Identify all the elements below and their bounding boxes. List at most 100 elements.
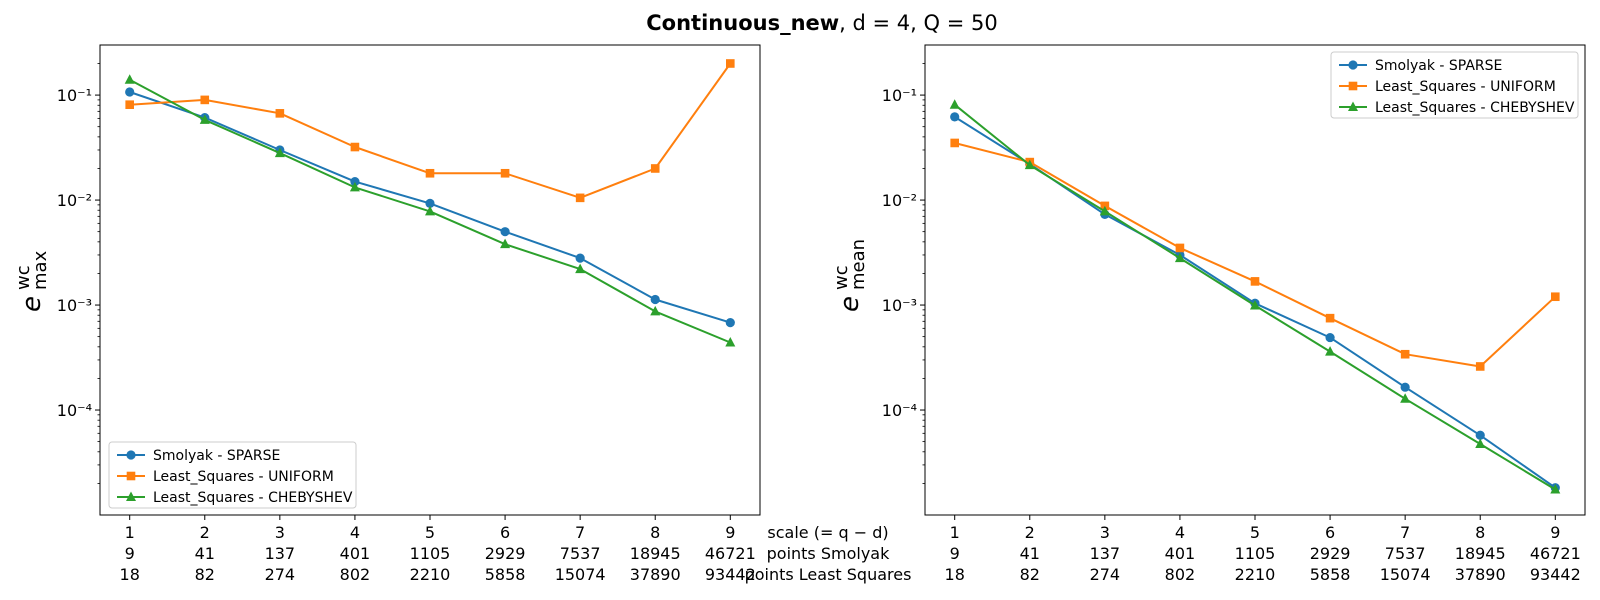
x-tick-label-points-least-squares: 802 bbox=[1165, 565, 1196, 584]
y-axis-label-sub: mean bbox=[848, 239, 869, 290]
figure-title: Continuous_new, d = 4, Q = 50 bbox=[646, 11, 997, 35]
x-tick-label-scale: 4 bbox=[1175, 523, 1185, 542]
data-point-sparse bbox=[575, 253, 585, 263]
row-label-points-least-squares: points Least Squares bbox=[745, 565, 912, 584]
data-point-sparse bbox=[500, 227, 510, 237]
legend-box bbox=[108, 441, 357, 509]
data-point-uniform bbox=[275, 109, 285, 118]
x-tick-label-scale: 2 bbox=[1025, 523, 1035, 542]
data-point-chebyshev bbox=[1024, 159, 1035, 170]
data-point-chebyshev bbox=[575, 263, 586, 274]
y-tick-label: 10⁻³ bbox=[57, 296, 92, 315]
x-tick-label-scale: 4 bbox=[350, 523, 360, 542]
legend-marker-uniform bbox=[126, 471, 136, 481]
data-point-chebyshev bbox=[1250, 300, 1260, 310]
x-tick-label-points-smolyak: 7537 bbox=[560, 544, 601, 563]
x-tick-label-points-smolyak: 18945 bbox=[1455, 544, 1506, 563]
x-tick-label-points-least-squares: 15074 bbox=[1380, 565, 1431, 584]
x-tick-label-scale: 6 bbox=[500, 523, 510, 542]
x-tick-label-points-least-squares: 5858 bbox=[1310, 565, 1351, 584]
data-point-chebyshev bbox=[274, 147, 285, 158]
data-point-uniform bbox=[1325, 313, 1335, 323]
data-point-chebyshev bbox=[1099, 205, 1110, 216]
data-point-chebyshev bbox=[1550, 483, 1561, 494]
x-tick-label-scale: 1 bbox=[125, 523, 135, 542]
row-label-points-smolyak: points Smolyak bbox=[767, 544, 890, 563]
legend-marker-sparse bbox=[1348, 60, 1358, 70]
data-point-uniform bbox=[200, 95, 210, 105]
x-tick-label-scale: 5 bbox=[425, 523, 435, 542]
y-tick-label: 10⁻⁴ bbox=[882, 401, 917, 420]
y-tick-label: 10⁻¹ bbox=[57, 86, 92, 105]
x-tick-label-scale: 6 bbox=[1325, 523, 1335, 542]
series-chebyshev bbox=[124, 74, 736, 347]
x-tick-label-points-least-squares: 37890 bbox=[1455, 565, 1506, 584]
data-point-uniform bbox=[350, 142, 360, 152]
data-point-chebyshev bbox=[500, 238, 511, 249]
y-axis-label-base: e bbox=[835, 296, 865, 312]
data-point-chebyshev bbox=[199, 114, 210, 124]
x-tick-label-points-least-squares: 93442 bbox=[705, 565, 756, 584]
legend-label-sparse: Smolyak - SPARSE bbox=[153, 448, 280, 464]
legend-label-chebyshev: Least_Squares - CHEBYSHEV bbox=[1375, 100, 1575, 116]
x-tick-label-points-smolyak: 1105 bbox=[410, 544, 451, 563]
axes-frame bbox=[99, 44, 761, 516]
data-point-sparse bbox=[125, 87, 135, 97]
legend-label-uniform: Least_Squares - UNIFORM bbox=[1375, 79, 1556, 95]
right-panel-emean: 10⁻⁴ 10⁻³ 10⁻² 10⁻¹ 1 9 18 2 41 82 3 137 274 4 401 802 5… bbox=[831, 44, 1586, 584]
legend: Smolyak - SPARSE Least_Squares - UNIFORM L… bbox=[1330, 51, 1579, 119]
data-point-chebyshev bbox=[124, 74, 135, 84]
x-tick-label-scale: 9 bbox=[725, 523, 735, 542]
x-tick-label-scale: 3 bbox=[1100, 523, 1110, 542]
data-point-uniform bbox=[650, 164, 660, 173]
data-point-sparse bbox=[1475, 430, 1485, 440]
x-tick-label-points-least-squares: 82 bbox=[195, 565, 215, 584]
series-line-uniform bbox=[129, 62, 732, 199]
x-tick-label-points-smolyak: 41 bbox=[1020, 544, 1040, 563]
x-tick-label-scale: 3 bbox=[275, 523, 285, 542]
x-tick-label-scale: 9 bbox=[1550, 523, 1560, 542]
data-point-uniform bbox=[950, 138, 959, 148]
y-tick-label: 10⁻¹ bbox=[882, 86, 917, 105]
series-line-chebyshev bbox=[954, 103, 1556, 491]
x-tick-label-points-smolyak: 9 bbox=[125, 544, 135, 563]
y-axis-label-base: e bbox=[17, 296, 47, 312]
x-tick-label-points-least-squares: 82 bbox=[1020, 565, 1040, 584]
data-point-uniform bbox=[500, 168, 510, 178]
data-point-sparse bbox=[950, 112, 960, 122]
x-tick-label-points-least-squares: 2210 bbox=[410, 565, 451, 584]
axes-frame bbox=[924, 44, 1586, 516]
series-chebyshev bbox=[949, 99, 1561, 494]
figure-title-rest: , d = 4, Q = 50 bbox=[839, 11, 998, 35]
data-point-sparse bbox=[1325, 332, 1335, 343]
series-line-uniform bbox=[954, 142, 1556, 368]
data-point-chebyshev bbox=[1475, 438, 1486, 448]
x-tick-label-points-least-squares: 5858 bbox=[485, 565, 526, 584]
data-point-uniform bbox=[575, 193, 585, 203]
data-point-uniform bbox=[1475, 362, 1485, 371]
x-tick-label-points-smolyak: 401 bbox=[1165, 544, 1196, 563]
legend-marker-chebyshev bbox=[126, 491, 136, 501]
x-tick-label-points-smolyak: 2929 bbox=[485, 544, 526, 563]
data-point-sparse bbox=[425, 198, 435, 208]
x-tick-label-points-least-squares: 802 bbox=[340, 565, 371, 584]
x-tick-label-points-smolyak: 137 bbox=[1090, 544, 1121, 563]
legend-marker-uniform bbox=[1348, 81, 1358, 91]
legend-label-chebyshev: Least_Squares - CHEBYSHEV bbox=[153, 490, 353, 506]
data-point-chebyshev bbox=[725, 336, 736, 347]
data-point-sparse bbox=[650, 294, 660, 305]
x-tick-label-scale: 1 bbox=[950, 523, 960, 542]
data-point-chebyshev bbox=[650, 305, 661, 316]
row-label-scale: scale (= q − d) bbox=[767, 523, 888, 542]
y-tick-label: 10⁻⁴ bbox=[57, 401, 92, 420]
x-tick-label-points-least-squares: 93442 bbox=[1530, 565, 1581, 584]
data-point-uniform bbox=[726, 59, 735, 68]
data-point-sparse bbox=[725, 318, 735, 328]
x-tick-label-points-least-squares: 274 bbox=[265, 565, 296, 584]
x-tick-label-scale: 2 bbox=[200, 523, 210, 542]
y-axis-label-sup: wc bbox=[13, 265, 34, 290]
data-point-uniform bbox=[1175, 243, 1185, 253]
